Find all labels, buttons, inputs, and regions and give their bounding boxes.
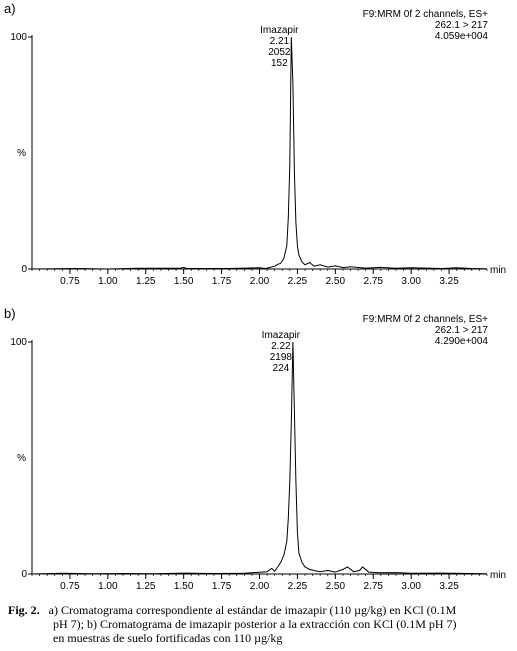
x-tick-label: 2.75	[364, 581, 384, 592]
x-tick-label: 3.00	[401, 581, 421, 592]
y-tick-label: 0	[21, 264, 27, 275]
chromatogram-panel-b: b) F9:MRM 0f 2 channels, ES+ 262.1 > 217 4.…	[0, 305, 517, 605]
header-line: 4.290e+004	[435, 336, 489, 347]
x-tick-label: 2.25	[288, 581, 308, 592]
figure-caption: Fig. 2. a) Cromatograma correspondiente …	[8, 603, 513, 645]
caption-text-1: a) Cromatograma correspondiente al están…	[48, 603, 457, 617]
x-tick-label: 2.00	[250, 276, 270, 287]
x-tick-label: 1.00	[98, 581, 118, 592]
x-tick-label: 3.00	[401, 276, 421, 287]
header-line: 262.1 > 217	[435, 20, 489, 31]
peak-value-label: 2198	[270, 352, 293, 363]
x-axis-label: min	[490, 265, 506, 276]
header-line: F9:MRM 0f 2 channels, ES+	[363, 314, 488, 325]
x-tick-label: 1.25	[136, 276, 156, 287]
y-tick-label: 0	[21, 569, 27, 580]
header-line: 4.059e+004	[435, 31, 489, 42]
x-tick-label: 2.50	[326, 276, 346, 287]
x-tick-label: 0.75	[60, 276, 80, 287]
x-tick-label: 1.25	[136, 581, 156, 592]
chromatogram-b-svg: b) F9:MRM 0f 2 channels, ES+262.1 > 2174.…	[4, 306, 506, 592]
x-tick-label: 3.25	[439, 581, 459, 592]
peak-value-label: 2.22	[271, 341, 291, 352]
peak-value-label: 224	[273, 363, 290, 374]
chromatogram-a-svg: a) F9:MRM 0f 2 channels, ES+262.1 > 2174.…	[4, 1, 506, 287]
chromatogram-panel-a: a) F9:MRM 0f 2 channels, ES+ 262.1 > 217 4.…	[0, 0, 517, 300]
x-tick-label: 1.75	[212, 581, 232, 592]
caption-line-3: en muestras de suelo fortificadas con 11…	[53, 631, 283, 645]
peak-compound-label: Imazapir	[262, 330, 301, 341]
chromatogram-trace	[31, 36, 488, 270]
y-axis-label: %	[17, 453, 26, 464]
x-tick-label: 1.00	[98, 276, 118, 287]
caption-line-1: Fig. 2. a) Cromatograma correspondiente …	[8, 603, 513, 617]
figure-label: Fig. 2.	[8, 603, 40, 617]
panel-label: a)	[4, 1, 16, 16]
peak-value-label: 2.21	[270, 36, 290, 47]
x-tick-label: 2.00	[250, 581, 270, 592]
x-tick-label: 2.25	[288, 276, 308, 287]
peak-compound-label: Imazapir	[260, 25, 299, 36]
y-tick-label: 100	[10, 337, 27, 348]
x-tick-label: 1.75	[212, 276, 232, 287]
header-line: 262.1 > 217	[435, 325, 489, 336]
y-axis-label: %	[17, 148, 26, 159]
x-tick-label: 0.75	[60, 581, 80, 592]
x-tick-label: 2.50	[326, 581, 346, 592]
x-tick-label: 1.50	[174, 581, 194, 592]
peak-value-label: 2052	[268, 47, 291, 58]
chromatogram-trace	[31, 341, 488, 575]
caption-line-2: pH 7); b) Cromatograma de imazapir poste…	[53, 617, 457, 631]
y-tick-label: 100	[10, 32, 27, 43]
x-tick-label: 1.50	[174, 276, 194, 287]
x-axis-label: min	[490, 570, 506, 581]
panel-label: b)	[4, 306, 16, 321]
header-line: F9:MRM 0f 2 channels, ES+	[363, 9, 488, 20]
peak-value-label: 152	[271, 58, 288, 69]
x-tick-label: 2.75	[364, 276, 384, 287]
x-tick-label: 3.25	[439, 276, 459, 287]
